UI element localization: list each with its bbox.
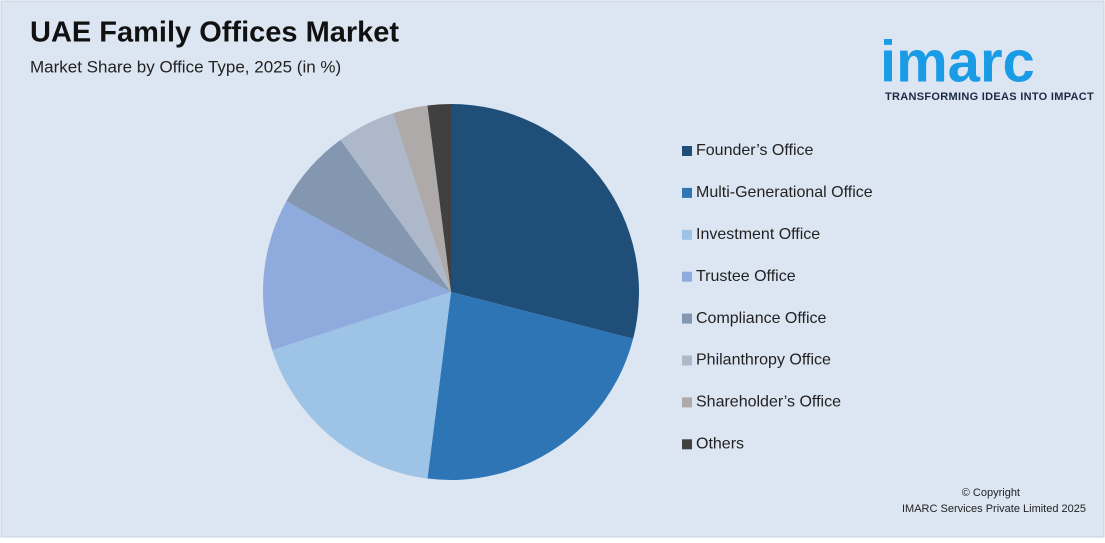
legend-label: Shareholder’s Office [696,394,841,411]
chart-title: UAE Family Offices Market [30,17,399,49]
legend-label: Founder’s Office [696,142,814,159]
legend-swatch [682,397,692,408]
legend-label: Multi-Generational Office [696,184,873,201]
legend-label: Others [696,436,744,453]
pie-slice [272,292,451,479]
pie-slice [263,201,451,351]
legend-label: Compliance Office [696,310,827,327]
legend-swatch [682,355,692,366]
pie-slice [340,113,451,292]
logo-tagline: TRANSFORMING IDEAS INTO IMPACT [885,91,1094,103]
copyright-owner: IMARC Services Private Limited 2025 [902,503,1086,515]
pie-slice [451,104,639,339]
legend-label: Trustee Office [696,268,796,285]
pie-slice [286,139,451,292]
legend-swatch [682,187,692,198]
copyright: © Copyright [962,487,1020,499]
legend-swatch [682,229,692,240]
pie-slice [392,105,451,292]
legend-label: Investment Office [696,226,820,243]
logo-text: imarc [880,29,1035,94]
pie-slice [427,104,451,292]
pie-slice [427,292,634,481]
chart-subtitle: Market Share by Office Type, 2025 (in %) [30,57,341,76]
legend-label: Philanthropy Office [696,352,831,369]
legend-swatch [682,146,692,156]
legend-swatch [682,271,692,282]
legend-swatch [682,313,692,324]
legend-swatch [682,439,692,450]
